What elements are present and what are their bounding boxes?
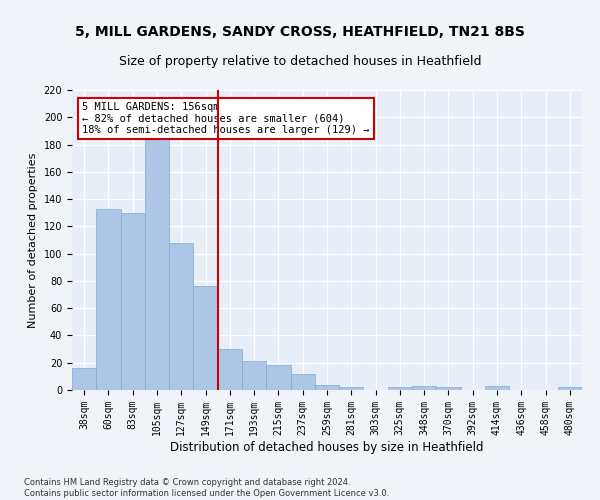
Bar — [72, 368, 96, 390]
X-axis label: Distribution of detached houses by size in Heathfield: Distribution of detached houses by size … — [170, 440, 484, 454]
Bar — [169, 242, 193, 390]
Bar — [485, 386, 509, 390]
Bar — [339, 388, 364, 390]
Bar — [266, 366, 290, 390]
Bar — [436, 388, 461, 390]
Bar — [145, 139, 169, 390]
Bar — [558, 388, 582, 390]
Bar — [96, 208, 121, 390]
Bar — [218, 349, 242, 390]
Y-axis label: Number of detached properties: Number of detached properties — [28, 152, 38, 328]
Text: Size of property relative to detached houses in Heathfield: Size of property relative to detached ho… — [119, 55, 481, 68]
Bar — [242, 362, 266, 390]
Bar — [121, 212, 145, 390]
Bar — [388, 388, 412, 390]
Bar — [412, 386, 436, 390]
Text: 5, MILL GARDENS, SANDY CROSS, HEATHFIELD, TN21 8BS: 5, MILL GARDENS, SANDY CROSS, HEATHFIELD… — [75, 25, 525, 39]
Bar — [315, 384, 339, 390]
Bar — [290, 374, 315, 390]
Bar — [193, 286, 218, 390]
Text: 5 MILL GARDENS: 156sqm
← 82% of detached houses are smaller (604)
18% of semi-de: 5 MILL GARDENS: 156sqm ← 82% of detached… — [82, 102, 370, 135]
Text: Contains HM Land Registry data © Crown copyright and database right 2024.
Contai: Contains HM Land Registry data © Crown c… — [24, 478, 389, 498]
